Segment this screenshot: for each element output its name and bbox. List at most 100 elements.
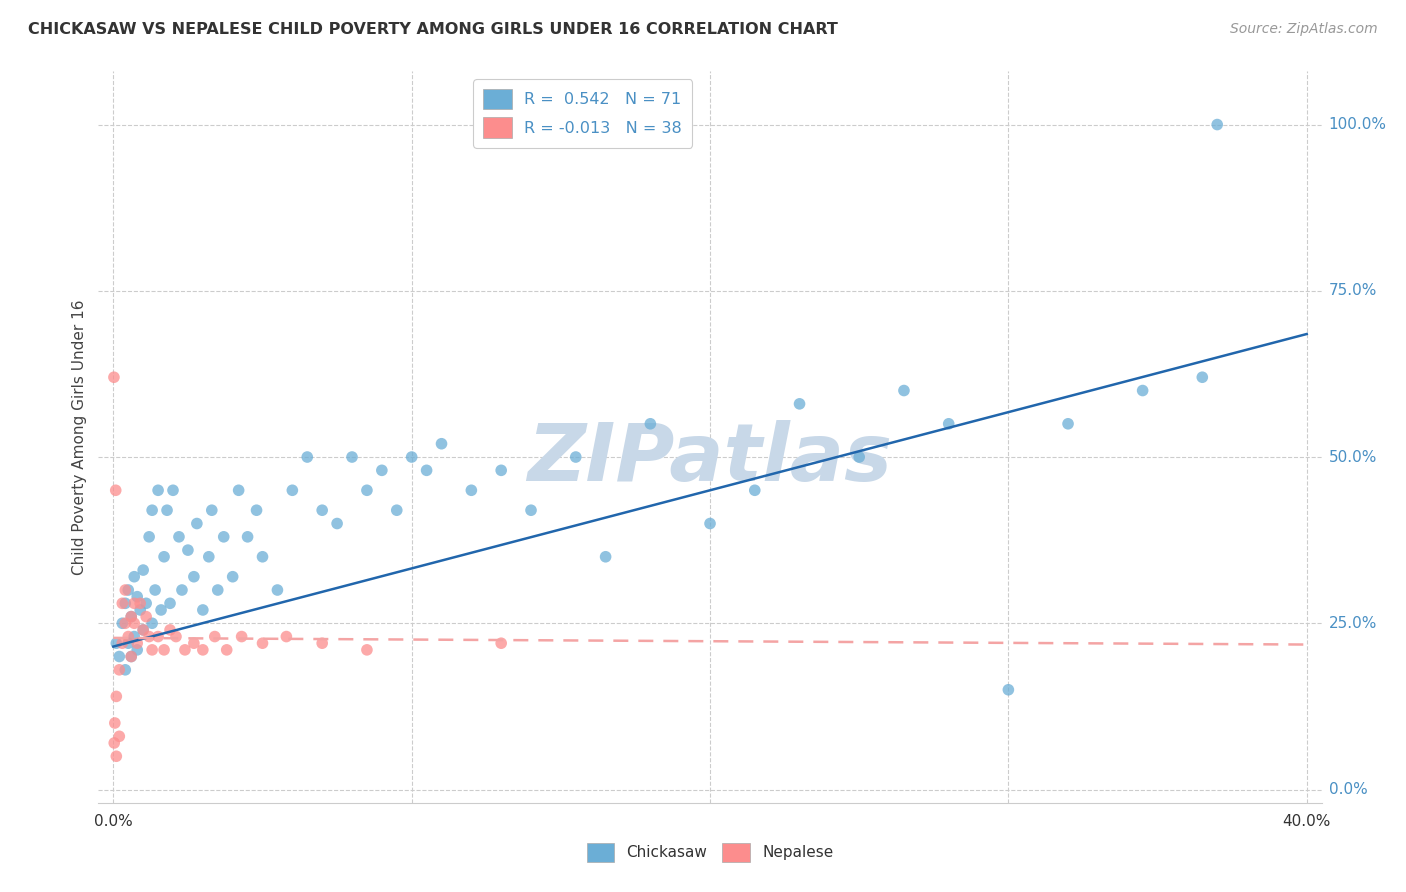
Point — [135, 609, 157, 624]
Point — [167, 530, 190, 544]
Point — [117, 582, 139, 597]
Point — [1132, 384, 1154, 398]
Point — [141, 503, 163, 517]
Point — [170, 582, 193, 597]
Point — [114, 596, 136, 610]
Point — [127, 590, 149, 604]
Point — [311, 503, 333, 517]
Point — [129, 596, 152, 610]
Point — [117, 630, 139, 644]
Point — [129, 603, 152, 617]
Point — [356, 483, 378, 498]
Point — [191, 603, 214, 617]
Point — [236, 530, 259, 544]
Point — [114, 616, 136, 631]
Point — [640, 417, 662, 431]
Point — [108, 663, 131, 677]
Point — [127, 636, 149, 650]
Point — [138, 630, 160, 644]
Point — [165, 630, 187, 644]
Point — [212, 530, 235, 544]
Point — [162, 483, 184, 498]
Point — [997, 682, 1019, 697]
Point — [141, 616, 163, 631]
Text: 25.0%: 25.0% — [1329, 615, 1376, 631]
Point — [104, 483, 127, 498]
Point — [252, 636, 274, 650]
Point — [105, 636, 128, 650]
Point — [146, 630, 169, 644]
Point — [1191, 370, 1213, 384]
Point — [848, 450, 870, 464]
Text: CHICKASAW VS NEPALESE CHILD POVERTY AMONG GIRLS UNDER 16 CORRELATION CHART: CHICKASAW VS NEPALESE CHILD POVERTY AMON… — [28, 22, 838, 37]
Point — [744, 483, 766, 498]
Point — [460, 483, 482, 498]
Point — [401, 450, 423, 464]
Legend: Chickasaw, Nepalese: Chickasaw, Nepalese — [581, 837, 839, 868]
Point — [385, 503, 408, 517]
Text: 50.0%: 50.0% — [1329, 450, 1376, 465]
Point — [111, 636, 134, 650]
Point — [122, 596, 145, 610]
Point — [266, 582, 288, 597]
Text: 75.0%: 75.0% — [1329, 284, 1376, 298]
Point — [174, 643, 197, 657]
Point — [177, 543, 200, 558]
Point — [104, 716, 127, 731]
Point — [127, 643, 149, 657]
Point — [276, 630, 298, 644]
Point — [105, 690, 128, 704]
Point — [789, 397, 811, 411]
Point — [595, 549, 617, 564]
Point — [141, 643, 163, 657]
Point — [221, 570, 243, 584]
Point — [215, 643, 238, 657]
Point — [183, 570, 205, 584]
Point — [201, 503, 224, 517]
Point — [122, 616, 145, 631]
Point — [108, 649, 131, 664]
Point — [108, 729, 131, 743]
Point — [1206, 118, 1229, 132]
Point — [204, 630, 226, 644]
Point — [120, 609, 142, 624]
Point — [565, 450, 588, 464]
Point — [153, 549, 176, 564]
Point — [153, 643, 176, 657]
Point — [132, 623, 155, 637]
Point — [159, 596, 181, 610]
Point — [415, 463, 437, 477]
Point — [186, 516, 208, 531]
Point — [111, 596, 134, 610]
Point — [120, 609, 142, 624]
Point — [132, 563, 155, 577]
Point — [120, 649, 142, 664]
Point — [1057, 417, 1080, 431]
Point — [245, 503, 267, 517]
Point — [103, 370, 125, 384]
Point — [191, 643, 214, 657]
Point — [326, 516, 349, 531]
Point — [159, 623, 181, 637]
Point — [156, 503, 179, 517]
Point — [132, 623, 155, 637]
Point — [183, 636, 205, 650]
Text: 0.0%: 0.0% — [1329, 782, 1367, 797]
Point — [281, 483, 304, 498]
Point — [340, 450, 363, 464]
Text: ZIPatlas: ZIPatlas — [527, 420, 893, 498]
Point — [105, 749, 128, 764]
Point — [150, 603, 173, 617]
Point — [893, 384, 915, 398]
Point — [114, 663, 136, 677]
Point — [122, 570, 145, 584]
Point — [297, 450, 319, 464]
Point — [198, 549, 221, 564]
Point — [311, 636, 333, 650]
Point — [143, 582, 166, 597]
Point — [114, 582, 136, 597]
Point — [489, 463, 512, 477]
Point — [122, 630, 145, 644]
Text: 100.0%: 100.0% — [1329, 117, 1386, 132]
Point — [356, 643, 378, 657]
